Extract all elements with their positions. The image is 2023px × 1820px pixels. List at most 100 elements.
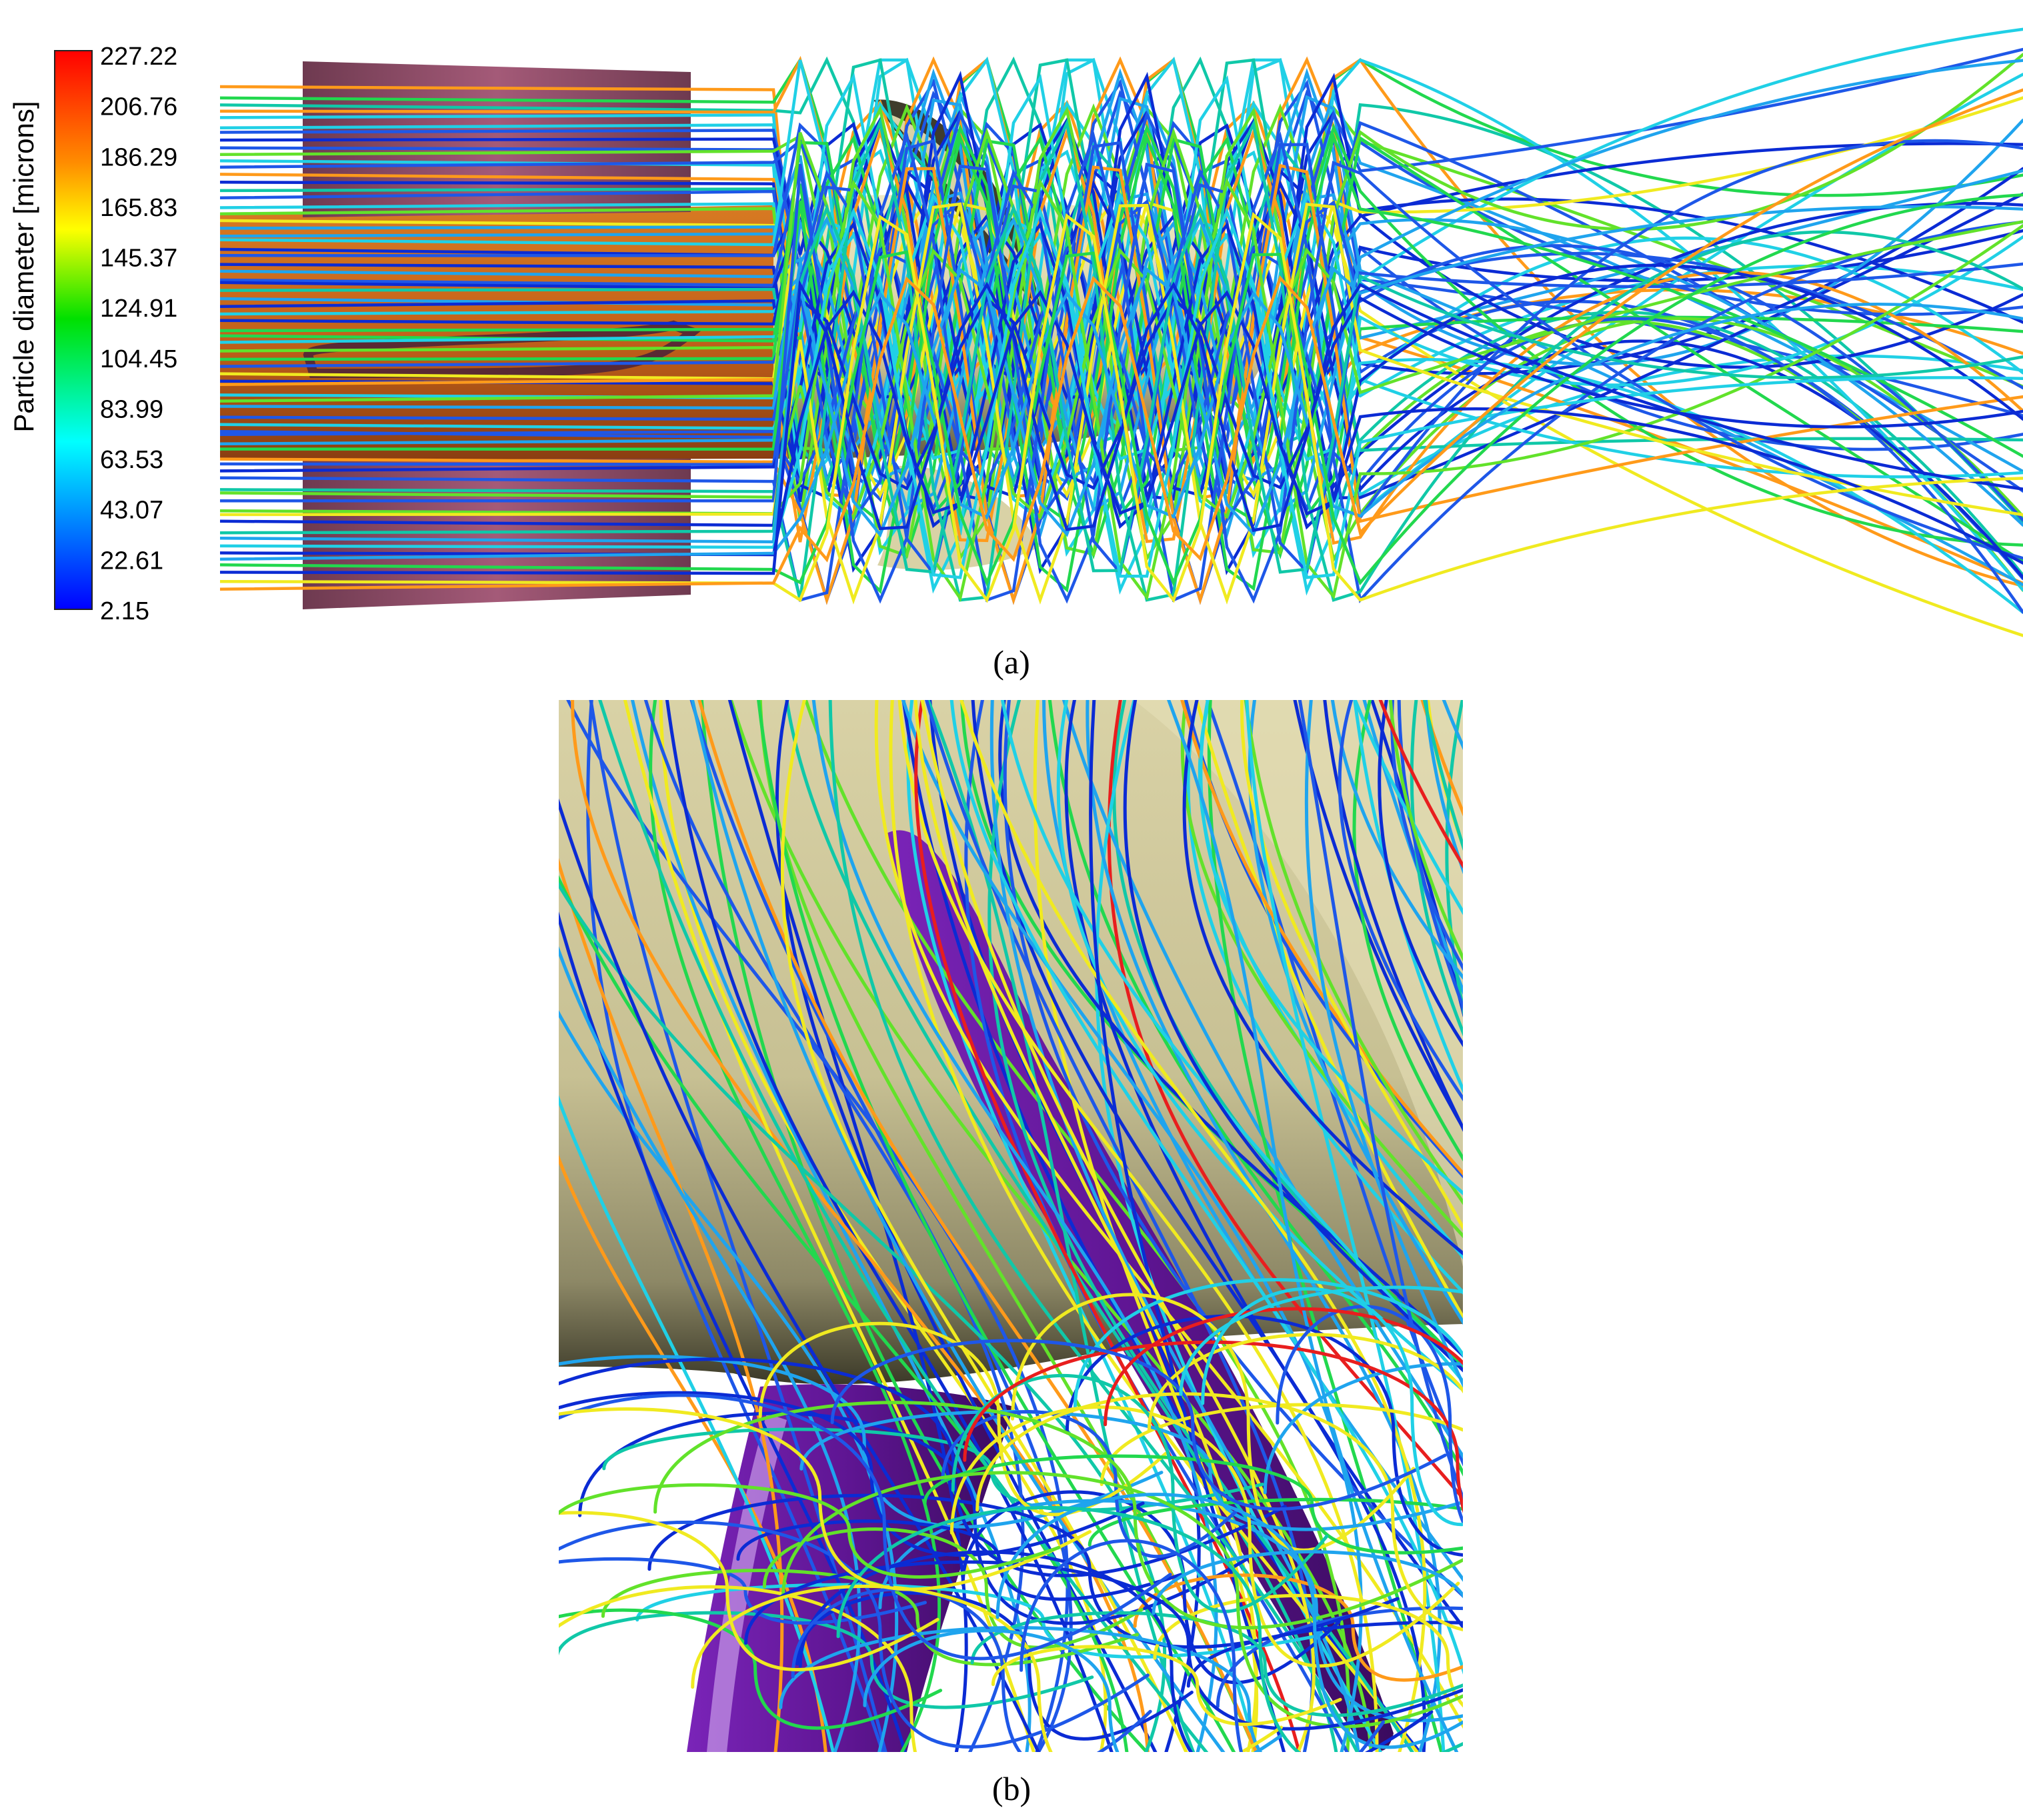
colorbar-tick-label: 227.22 xyxy=(100,43,177,71)
particle-trajectory xyxy=(559,911,907,1752)
particle-trajectory xyxy=(220,296,2023,527)
particle-trajectory-loop xyxy=(559,1557,927,1625)
particle-trajectory-loop xyxy=(559,1585,917,1752)
particle-trajectory xyxy=(589,700,887,1752)
particle-trajectory xyxy=(1182,700,1463,1256)
particle-trajectory xyxy=(998,700,1463,1358)
particle-trajectory-loop xyxy=(653,1401,1463,1630)
particle-trajectory xyxy=(1456,667,1954,1800)
particle-trajectory-loop xyxy=(1073,1278,1463,1409)
particle-trajectory xyxy=(1181,700,1463,1239)
particle-trajectory xyxy=(598,700,1209,1752)
particle-trajectory-loop xyxy=(744,1560,1463,1731)
particle-trajectory xyxy=(757,700,1236,1752)
colorbar-tick-label: 43.07 xyxy=(100,497,163,525)
particle-trajectory xyxy=(1500,667,2023,1800)
particle-trajectory-loop xyxy=(949,1405,1460,1668)
particle-trajectory xyxy=(559,857,784,1752)
panel-b: (b) xyxy=(559,667,2023,1807)
particle-trajectory xyxy=(220,131,2023,603)
particle-trajectory xyxy=(1123,700,1463,1373)
particle-trajectory-loop xyxy=(799,1409,1463,1531)
particle-trajectory xyxy=(1062,700,1463,1459)
particle-trajectory xyxy=(1512,667,1776,1800)
colorbar-tick-label: 165.83 xyxy=(100,194,177,222)
panel-b-caption: (b) xyxy=(992,1770,1031,1807)
particle-trajectory-loop xyxy=(602,1427,1264,1512)
particle-trajectory-loop xyxy=(1152,1550,1463,1615)
colorbar-ticks: 227.22 206.76 186.29 165.83 145.37 124.91 104.… xyxy=(100,43,177,625)
particle-trajectory-loop xyxy=(601,1569,1140,1667)
particle-trajectory-loop xyxy=(781,1471,1463,1729)
particle-trajectory-loop xyxy=(1153,1593,1463,1707)
particle-trajectory xyxy=(220,291,2023,561)
particle-trajectory xyxy=(1166,700,1459,1752)
particle-trajectory xyxy=(1293,700,1463,1131)
particle-trajectory-loop xyxy=(559,1483,1061,1579)
particle-trajectory xyxy=(1112,700,1463,1370)
particle-trajectory-loop xyxy=(1201,1287,1463,1526)
colorbar-tick-label: 83.99 xyxy=(100,395,163,423)
particle-trajectory-loop xyxy=(1088,1497,1463,1547)
particle-trajectory-loop xyxy=(991,1645,1342,1726)
particle-trajectory-loop xyxy=(1147,1333,1463,1433)
particle-trajectory-loop xyxy=(559,1611,1094,1709)
particle-trajectory xyxy=(1420,700,1463,817)
particle-trajectory xyxy=(220,279,2023,575)
particle-trajectory xyxy=(1511,667,2016,1800)
colorbar-tick-label: 124.91 xyxy=(100,295,177,323)
particle-trajectory xyxy=(220,202,2023,605)
particle-trajectory xyxy=(1397,700,1463,1011)
particle-trajectory xyxy=(220,88,2023,591)
colorbar-tick-label: 145.37 xyxy=(100,245,177,273)
duct-slot xyxy=(303,320,702,379)
particle-trajectory-loop xyxy=(1263,1362,1463,1495)
particle-trajectory xyxy=(1424,700,1463,874)
particle-trajectory-loop xyxy=(559,1520,1150,1749)
particle-trajectory xyxy=(1352,700,1463,1162)
particle-trajectory-loop xyxy=(779,1626,1263,1752)
particle-trajectory xyxy=(1298,700,1463,1503)
particle-trajectory-loop xyxy=(923,1454,1463,1555)
particle-trajectory xyxy=(1323,700,1463,1132)
particle-trajectory xyxy=(971,700,1427,1752)
particle-trajectory xyxy=(1244,700,1463,1205)
particle-trajectory xyxy=(220,168,2023,577)
colorbar-title: Particle diameter [microns] xyxy=(8,101,39,432)
particle-trajectories-a xyxy=(220,27,2023,637)
particle-trajectory-loop xyxy=(1276,1305,1463,1525)
colorbar-tick-label: 186.29 xyxy=(100,143,177,171)
particle-trajectory xyxy=(811,700,1218,1752)
particle-trajectory xyxy=(1390,700,1463,971)
particle-trajectory xyxy=(559,798,1041,1752)
particle-trajectory-loop xyxy=(1020,1539,1386,1752)
particle-trajectory xyxy=(1194,700,1463,1321)
particle-trajectory-loop xyxy=(559,1407,1092,1591)
particle-trajectories-b xyxy=(559,667,2023,1800)
particle-trajectory xyxy=(803,700,1351,1752)
particle-trajectory-loop xyxy=(836,1505,1463,1752)
particle-trajectory xyxy=(727,700,968,1752)
particle-trajectory-loop xyxy=(559,1511,939,1671)
particle-trajectory xyxy=(559,1095,835,1752)
colorbar-tick-label: 206.76 xyxy=(100,93,177,121)
particle-trajectory xyxy=(874,700,1463,1729)
colorbar-tick-label: 63.53 xyxy=(100,446,163,474)
particle-trajectory-loop xyxy=(1104,1307,1463,1427)
panel-a-geometry xyxy=(220,27,2023,637)
particle-trajectory xyxy=(1378,700,1463,869)
particle-trajectory xyxy=(1001,700,1463,1384)
particle-trajectory xyxy=(1304,700,1463,1388)
particle-trajectory xyxy=(220,56,2023,524)
particle-trajectory xyxy=(220,203,2023,574)
particle-trajectory xyxy=(623,700,1036,1752)
particle-trajectory xyxy=(1338,700,1463,1101)
particle-trajectory xyxy=(897,700,1379,1752)
particle-trajectory-loop xyxy=(1011,1293,1416,1552)
particle-trajectory xyxy=(220,205,2023,543)
particle-trajectory-loop xyxy=(736,1519,1184,1601)
particle-trajectory xyxy=(1331,700,1463,980)
particle-trajectory xyxy=(1410,700,1463,1037)
particle-trajectory xyxy=(1206,700,1463,1467)
particle-trajectory-loop xyxy=(559,1357,1287,1577)
